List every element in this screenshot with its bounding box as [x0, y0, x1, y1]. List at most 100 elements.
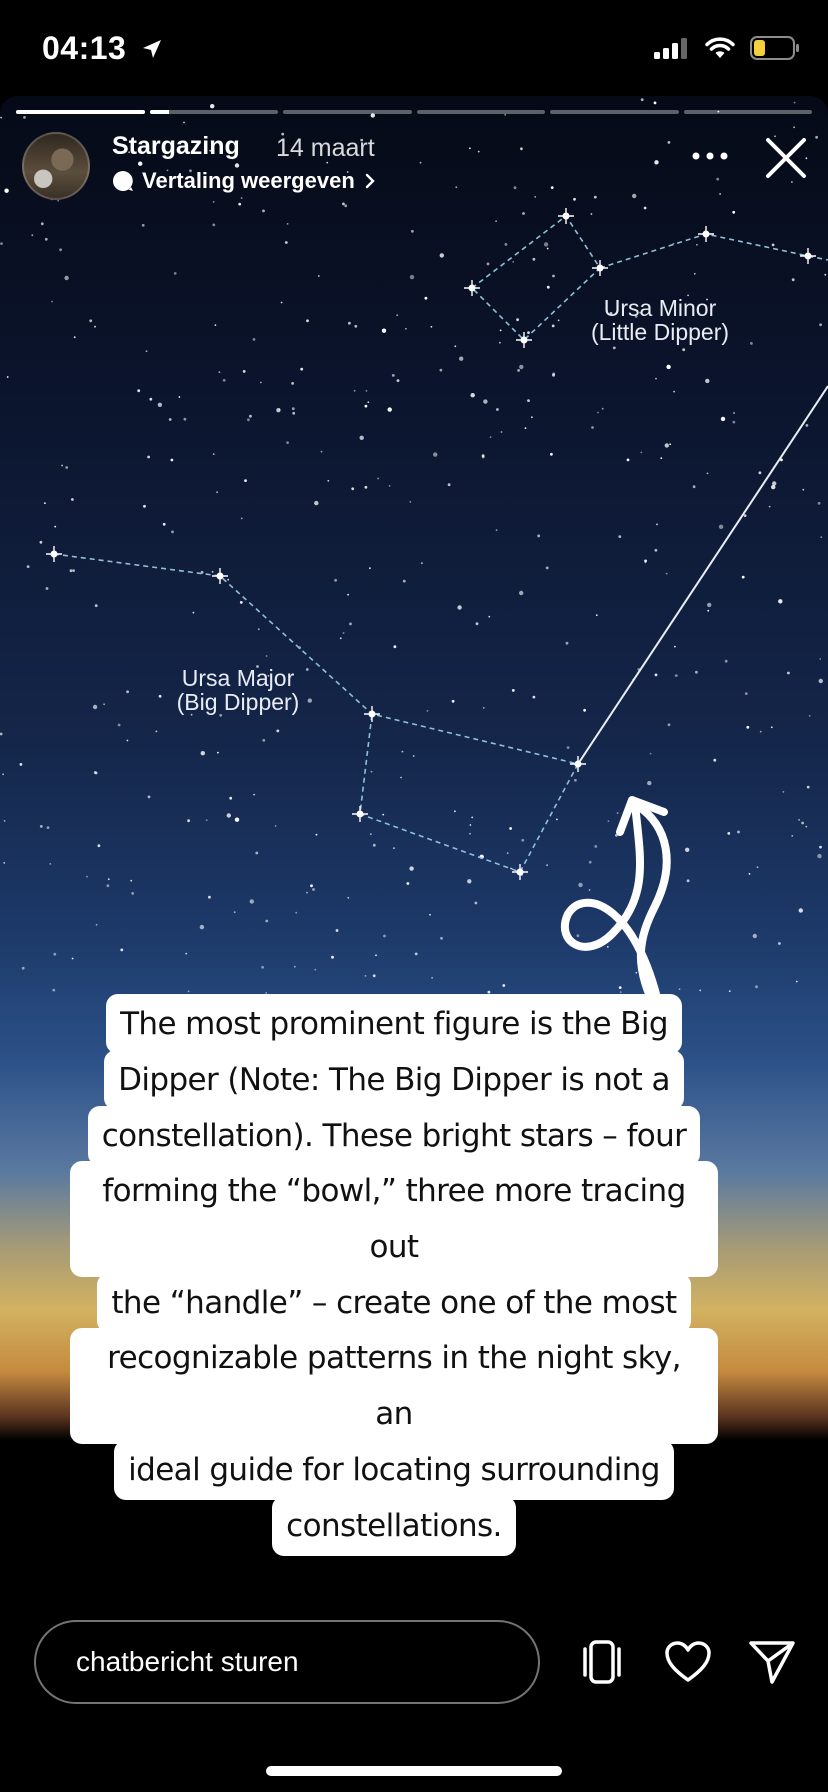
star — [262, 209, 265, 213]
star — [687, 294, 689, 297]
like-button[interactable] — [662, 1636, 714, 1688]
bright-star — [464, 280, 480, 296]
star — [588, 860, 592, 864]
star — [741, 575, 745, 579]
star — [347, 896, 350, 899]
star — [187, 819, 191, 823]
star — [546, 285, 550, 289]
story-username[interactable]: Stargazing — [112, 132, 240, 160]
star — [640, 98, 644, 102]
star — [265, 992, 268, 994]
star — [551, 324, 555, 328]
star — [40, 222, 44, 226]
star — [454, 810, 456, 813]
star — [737, 830, 740, 834]
star — [616, 812, 619, 814]
star — [256, 665, 259, 668]
star — [274, 825, 277, 827]
star — [801, 821, 804, 825]
star — [606, 946, 609, 948]
star — [597, 411, 599, 414]
star — [820, 536, 823, 538]
star — [240, 197, 243, 199]
star — [409, 274, 415, 280]
star — [239, 601, 243, 604]
rotate-phone-button[interactable] — [576, 1636, 628, 1688]
star — [474, 901, 478, 905]
close-icon[interactable] — [764, 136, 808, 180]
star — [49, 863, 52, 865]
star — [695, 670, 698, 674]
star — [238, 202, 242, 206]
star — [824, 273, 827, 276]
avatar[interactable] — [22, 132, 90, 200]
star — [286, 441, 289, 444]
star — [733, 412, 735, 414]
star — [292, 411, 296, 415]
star — [808, 715, 811, 717]
translate-link[interactable]: Vertaling weergeven — [112, 168, 377, 194]
star — [364, 485, 368, 489]
star — [262, 738, 266, 742]
star — [806, 785, 810, 789]
story-view[interactable]: Stargazing 14 maart Vertaling weergeven … — [0, 96, 828, 1632]
star — [718, 524, 724, 529]
star — [0, 732, 3, 736]
more-options-icon[interactable] — [690, 146, 730, 166]
star — [212, 453, 215, 455]
star — [344, 204, 348, 208]
star — [23, 116, 26, 119]
home-indicator[interactable] — [266, 1766, 562, 1776]
star — [162, 522, 166, 526]
star — [489, 436, 492, 438]
star — [566, 746, 570, 749]
star — [71, 498, 74, 501]
star — [707, 602, 712, 608]
star — [752, 933, 757, 939]
star — [94, 325, 96, 328]
send-button[interactable] — [746, 1636, 798, 1688]
caption-line: recognizable patterns in the night sky, … — [70, 1328, 718, 1444]
star — [52, 988, 56, 992]
star — [802, 488, 805, 491]
battery-icon — [750, 36, 799, 60]
star — [819, 658, 822, 660]
star — [482, 707, 485, 709]
star — [396, 314, 399, 316]
star — [211, 571, 214, 573]
bright-star — [512, 864, 528, 880]
star — [732, 420, 736, 424]
star — [276, 729, 280, 733]
star — [573, 197, 576, 201]
star — [252, 338, 256, 341]
star — [212, 223, 216, 227]
star — [634, 315, 638, 318]
chat-message-input[interactable] — [34, 1620, 540, 1704]
status-icons — [654, 36, 800, 60]
star — [222, 378, 226, 382]
story-date: 14 maart — [276, 134, 375, 162]
star — [504, 243, 508, 246]
star — [406, 882, 410, 885]
caption-line: forming the “bowl,” three more tracing o… — [70, 1161, 718, 1277]
star — [550, 186, 554, 189]
star — [217, 751, 219, 754]
star — [205, 819, 208, 822]
star — [103, 703, 105, 706]
star — [674, 674, 678, 677]
star — [509, 827, 512, 830]
star — [348, 321, 351, 325]
star — [351, 487, 355, 491]
star — [665, 572, 668, 575]
star — [815, 135, 818, 139]
star — [317, 275, 320, 277]
star — [19, 763, 23, 766]
star — [440, 936, 443, 940]
star — [791, 835, 794, 837]
star — [696, 243, 698, 246]
bright-star — [212, 568, 228, 584]
star — [532, 695, 536, 699]
star — [94, 604, 98, 607]
star — [805, 424, 809, 427]
star — [71, 957, 74, 960]
